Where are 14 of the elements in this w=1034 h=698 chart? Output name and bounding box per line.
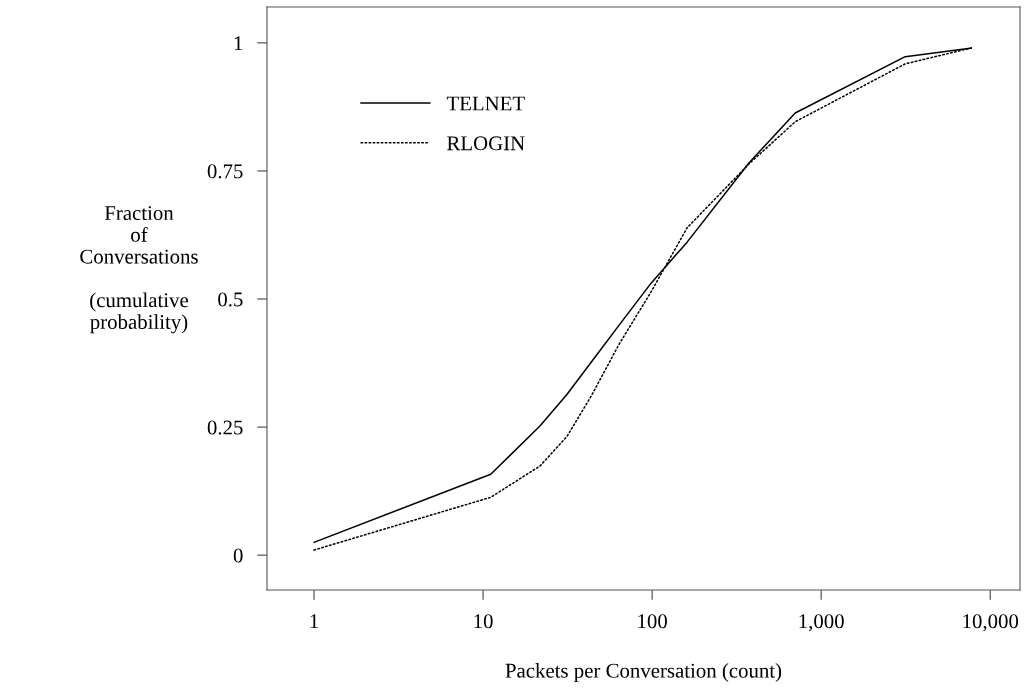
text: Fraction of Conversations (cumulative probability) — [80, 206, 198, 334]
x-tick-label: 1 — [310, 614, 318, 629]
y-tick-label: 0.5 — [218, 292, 243, 307]
y-tick-label: 0.75 — [207, 164, 243, 179]
x-tick-label: 1,000 — [799, 614, 844, 632]
y-tick-label: 1 — [234, 36, 243, 51]
x-axis-title: Packets per Conversation (count) — [505, 663, 782, 682]
x-tick-label: 10,000 — [963, 614, 1019, 632]
legend-label: TELNET — [446, 96, 525, 111]
legend-label: RLOGIN — [447, 136, 525, 151]
x-tick-label: 10 — [474, 614, 493, 629]
y-tick-label: 0.25 — [207, 420, 243, 435]
y-tick-label: 0 — [233, 548, 243, 563]
x-tick-label: 100 — [638, 614, 667, 629]
